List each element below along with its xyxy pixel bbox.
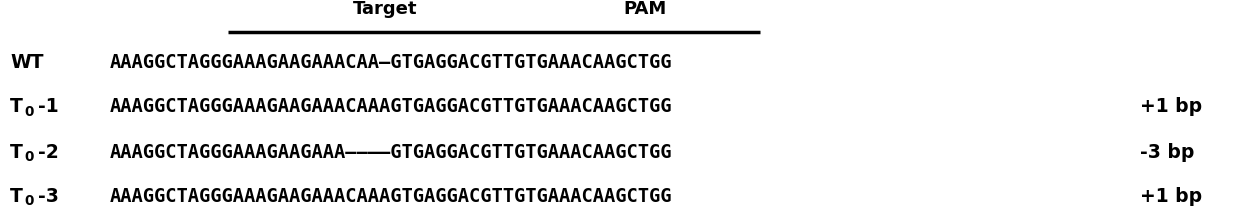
Text: -3: -3 xyxy=(38,187,59,206)
Text: -3 bp: -3 bp xyxy=(1140,143,1194,162)
Text: -2: -2 xyxy=(38,143,58,162)
Text: Target: Target xyxy=(353,0,418,18)
Text: WT: WT xyxy=(10,53,43,72)
Text: +1 bp: +1 bp xyxy=(1140,97,1202,116)
Text: AAAGGCTAGGGAAAGAAGAAA––––GTGAGGACGTTGTGAAACAAGCTGG: AAAGGCTAGGGAAAGAAGAAA––––GTGAGGACGTTGTGA… xyxy=(110,143,673,162)
Text: AAAGGCTAGGGAAAGAAGAAACAA–GTGAGGACGTTGTGAAACAAGCTGG: AAAGGCTAGGGAAAGAAGAAACAA–GTGAGGACGTTGTGA… xyxy=(110,53,673,72)
Text: 0: 0 xyxy=(24,194,33,208)
Text: T: T xyxy=(10,143,22,162)
Text: T: T xyxy=(10,187,22,206)
Text: 0: 0 xyxy=(24,105,33,119)
Text: AAAGGCTAGGGAAAGAAGAAACAAAGTGAGGACGTTGTGAAACAAGCTGG: AAAGGCTAGGGAAAGAAGAAACAAAGTGAGGACGTTGTGA… xyxy=(110,187,673,206)
Text: PAM: PAM xyxy=(623,0,667,18)
Text: T: T xyxy=(10,97,22,116)
Text: 0: 0 xyxy=(24,150,33,164)
Text: +1 bp: +1 bp xyxy=(1140,187,1202,206)
Text: -1: -1 xyxy=(38,97,58,116)
Text: AAAGGCTAGGGAAAGAAGAAACAAAGTGAGGACGTTGTGAAACAAGCTGG: AAAGGCTAGGGAAAGAAGAAACAAAGTGAGGACGTTGTGA… xyxy=(110,97,673,116)
